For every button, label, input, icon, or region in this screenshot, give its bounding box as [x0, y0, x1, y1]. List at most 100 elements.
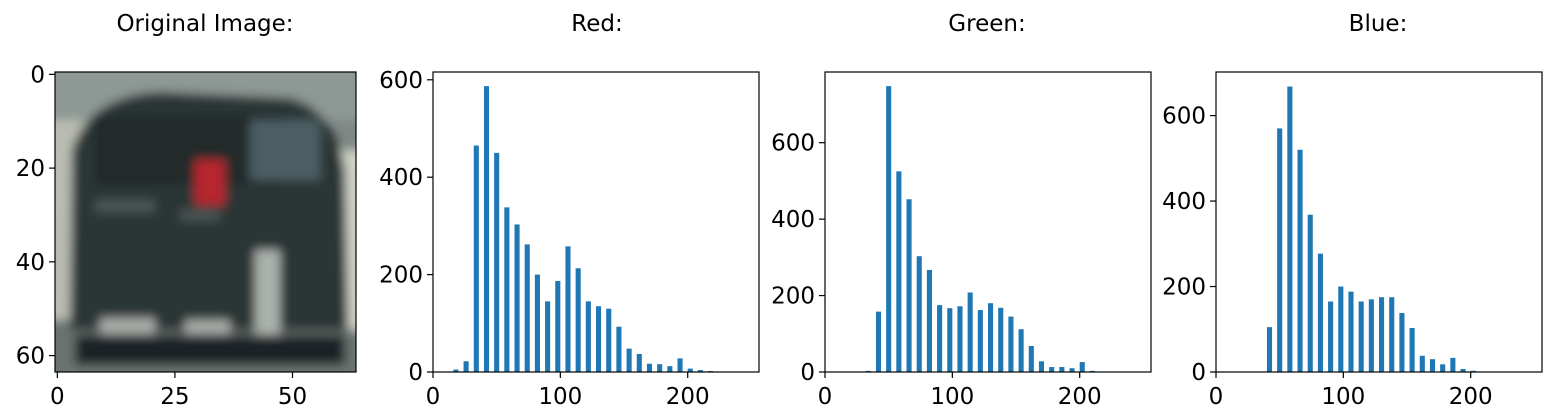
red-bar [565, 246, 571, 372]
red-x-tick-label: 100 [538, 384, 582, 410]
blue-bar [1277, 128, 1283, 372]
red-bar [596, 306, 602, 372]
red-bar [636, 353, 642, 372]
red-y-tick-label: 0 [408, 360, 423, 386]
red-bar [626, 348, 632, 372]
red-bar [606, 308, 612, 372]
image-y-tick-label: 40 [16, 250, 45, 276]
blue-y-tick-label: 0 [1191, 360, 1206, 386]
red-bar [504, 207, 510, 372]
red-histogram-panel: Red: 0 100 200 0 200 400 600 [379, 11, 760, 410]
red-bar [534, 274, 540, 372]
red-bar [494, 152, 500, 372]
image-frame [54, 71, 357, 373]
red-bar [687, 368, 693, 372]
green-bar [906, 199, 912, 372]
image-x-tick-label: 25 [160, 384, 189, 410]
red-bar [677, 358, 683, 372]
green-bar [988, 303, 994, 372]
green-y-tick-label: 600 [771, 131, 815, 157]
blue-bar [1317, 253, 1323, 372]
green-y-tick-label: 200 [771, 284, 815, 310]
green-bar [937, 305, 943, 372]
green-bar [947, 308, 953, 372]
red-bar [616, 326, 622, 372]
blue-bar [1307, 214, 1313, 372]
red-x-tick-label: 200 [666, 384, 710, 410]
blue-bar [1379, 297, 1385, 372]
red-bar [555, 280, 561, 372]
red-bar [524, 244, 530, 372]
red-title: Red: [571, 11, 622, 37]
green-y-tick-label: 400 [771, 207, 815, 233]
green-bar [998, 307, 1004, 372]
green-bar [1059, 367, 1065, 372]
blue-y-tick-label: 400 [1162, 189, 1206, 215]
red-bar [453, 369, 459, 372]
green-bar [1038, 361, 1045, 372]
green-x-tick-label: 100 [930, 384, 974, 410]
original-image-title: Original Image: [116, 11, 293, 37]
blue-bar [1419, 355, 1425, 372]
red-bar [473, 145, 479, 372]
image-y-tick-label: 60 [16, 344, 45, 370]
image-y-tick-label: 0 [30, 62, 45, 88]
red-bar [657, 364, 663, 372]
image-x-tick-label: 0 [50, 384, 65, 410]
green-title: Green: [948, 11, 1025, 37]
red-y-tick-label: 200 [379, 263, 423, 289]
blue-bar [1429, 359, 1436, 372]
green-bar [1018, 329, 1024, 372]
red-axes-frame [432, 71, 760, 373]
green-y-tick-label: 0 [800, 360, 815, 386]
green-axes-frame [824, 71, 1152, 373]
green-bar [886, 86, 892, 372]
red-bars [453, 86, 714, 372]
blue-bar [1440, 364, 1446, 372]
blue-x-tick-label: 200 [1449, 384, 1493, 410]
blue-bar [1399, 313, 1405, 372]
blue-y-tick-label: 200 [1162, 275, 1206, 301]
red-bar [667, 366, 673, 372]
green-bar [916, 256, 922, 372]
green-bar [967, 292, 973, 372]
blue-x-tick-label: 0 [1209, 384, 1224, 410]
image-x-tick-label: 50 [278, 384, 307, 410]
blue-bar [1338, 286, 1344, 372]
blue-bar [1368, 299, 1374, 372]
green-bar [1008, 316, 1014, 372]
image-y-tick-label: 20 [16, 156, 45, 182]
green-x-tick-label: 200 [1058, 384, 1102, 410]
red-bar [575, 268, 581, 372]
red-bar [514, 224, 520, 372]
green-bar [977, 310, 983, 372]
red-y-tick-label: 400 [379, 165, 423, 191]
blue-histogram-panel: Blue: 0 100 200 0 200 400 600 [1162, 11, 1543, 410]
blue-x-tick-label: 100 [1321, 384, 1365, 410]
red-bar [697, 370, 703, 372]
red-x-tick-label: 0 [426, 384, 441, 410]
blue-y-tick-label: 600 [1162, 104, 1206, 130]
blue-bar [1460, 369, 1466, 372]
blue-bar [1348, 291, 1354, 372]
green-bar [1069, 368, 1075, 372]
green-bar [957, 306, 963, 372]
red-y-tick-label: 600 [379, 68, 423, 94]
blue-bar [1389, 297, 1395, 372]
green-histogram-panel: Green: 0 100 200 0 200 400 600 [771, 11, 1152, 410]
blue-bars [1266, 86, 1476, 373]
car-image [55, 72, 356, 372]
green-bar [896, 171, 902, 372]
blue-axes-frame [1215, 71, 1543, 373]
blue-bar [1297, 149, 1303, 372]
green-x-tick-label: 0 [818, 384, 833, 410]
blue-bar [1358, 301, 1364, 372]
blue-bar [1409, 327, 1415, 372]
blue-bar [1266, 327, 1273, 372]
blue-bar [1287, 86, 1293, 373]
blue-bar [1328, 301, 1334, 372]
green-bar [1049, 367, 1055, 372]
red-bar [545, 301, 551, 372]
